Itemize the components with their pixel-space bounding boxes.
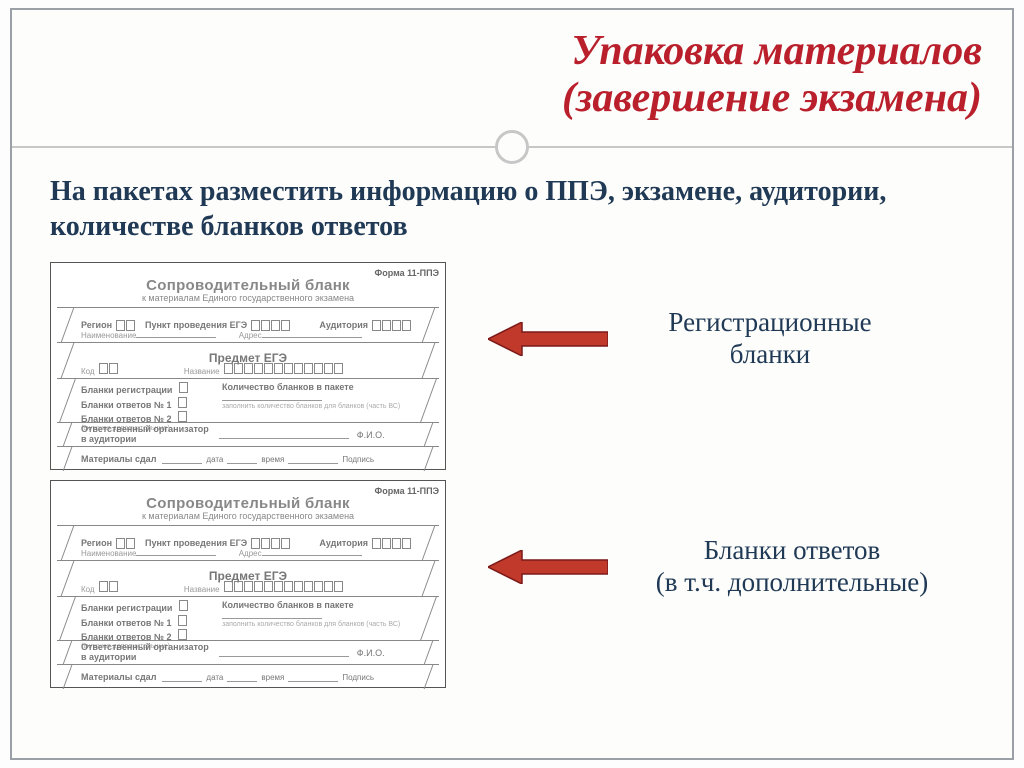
slide-title: Упаковка материалов (завершение экзамена…	[12, 10, 1012, 122]
form-header: Сопроводительный бланк к материалам Един…	[57, 278, 439, 303]
callout-1-line-1: Регистрационные	[668, 307, 871, 337]
arrow-1-icon	[488, 322, 608, 356]
form-header: Сопроводительный бланк к материалам Един…	[57, 496, 439, 521]
form-row-blanks: Бланки регистрации Бланки ответов № 1 Бл…	[57, 597, 439, 641]
form-card-2: Форма 11-ППЭ Сопроводительный бланк к ма…	[50, 480, 446, 688]
form-row-organizer: Ответственный организатор в аудитории Ф.…	[57, 641, 439, 665]
callouts-column: Регистрационные бланки Бланки ответов (в…	[470, 262, 1012, 698]
callout-1: Регистрационные бланки	[620, 306, 920, 371]
divider-circle-icon	[495, 130, 529, 164]
form-row-organizer: Ответственный организатор в аудитории Ф.…	[57, 423, 439, 447]
callout-2-line-2: (в т.ч. дополнительные)	[656, 567, 928, 597]
form-row-submit: Материалы сдал дата время Подпись	[57, 665, 439, 689]
form-row-blanks: Бланки регистрации Бланки ответов № 1 Бл…	[57, 379, 439, 423]
divider	[12, 130, 1012, 164]
form-row-submit: Материалы сдал дата время Подпись	[57, 447, 439, 471]
form-card-1: Форма 11-ППЭ Сопроводительный бланк к ма…	[50, 262, 446, 470]
title-line-2: (завершение экзамена)	[562, 75, 982, 121]
callout-2: Бланки ответов (в т.ч. дополнительные)	[612, 534, 972, 599]
form-row-subject: Предмет ЕГЭ Код Название	[57, 343, 439, 379]
slide-frame: Упаковка материалов (завершение экзамена…	[10, 8, 1014, 760]
callout-1-line-2: бланки	[730, 339, 811, 369]
content-area: Форма 11-ППЭ Сопроводительный бланк к ма…	[12, 244, 1012, 698]
forms-column: Форма 11-ППЭ Сопроводительный бланк к ма…	[50, 262, 470, 698]
title-line-1: Упаковка материалов	[571, 28, 982, 74]
slide-subtitle: На пакетах разместить информацию о ППЭ, …	[12, 164, 1012, 244]
form-row-subject: Предмет ЕГЭ Код Название	[57, 561, 439, 597]
callout-2-line-1: Бланки ответов	[704, 535, 881, 565]
arrow-2-icon	[488, 550, 608, 584]
